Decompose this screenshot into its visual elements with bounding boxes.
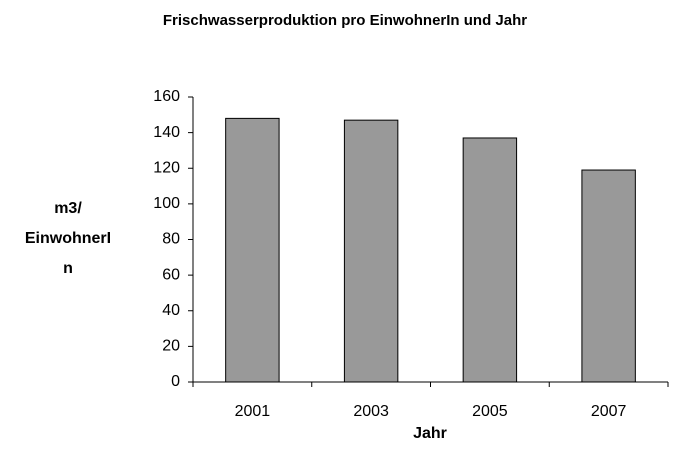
y-tick-label: 80 — [162, 231, 180, 248]
y-axis-label: EinwohnerI — [25, 230, 111, 247]
y-axis-label: m3/ — [54, 200, 82, 217]
bar — [225, 117, 280, 383]
y-tick-label: 40 — [162, 302, 180, 319]
x-tick-label: 2007 — [591, 403, 627, 420]
y-tick-label: 0 — [171, 373, 180, 390]
y-tick-label: 140 — [153, 124, 180, 141]
y-axis-label: n — [63, 260, 73, 277]
x-tick-label: 2005 — [472, 403, 508, 420]
bar — [343, 119, 399, 383]
x-tick-label: 2001 — [235, 403, 271, 420]
y-tick-label: 160 — [153, 88, 180, 105]
bar — [581, 169, 636, 383]
y-tick-label: 20 — [162, 338, 180, 355]
x-axis-label: Jahr — [413, 425, 447, 442]
chart-title: Frischwasserproduktion pro EinwohnerIn u… — [163, 12, 527, 29]
y-tick-label: 120 — [153, 159, 180, 176]
y-tick-label: 60 — [162, 266, 180, 283]
y-tick-label: 100 — [153, 195, 180, 212]
x-tick-label: 2003 — [353, 403, 389, 420]
bar — [462, 137, 518, 383]
